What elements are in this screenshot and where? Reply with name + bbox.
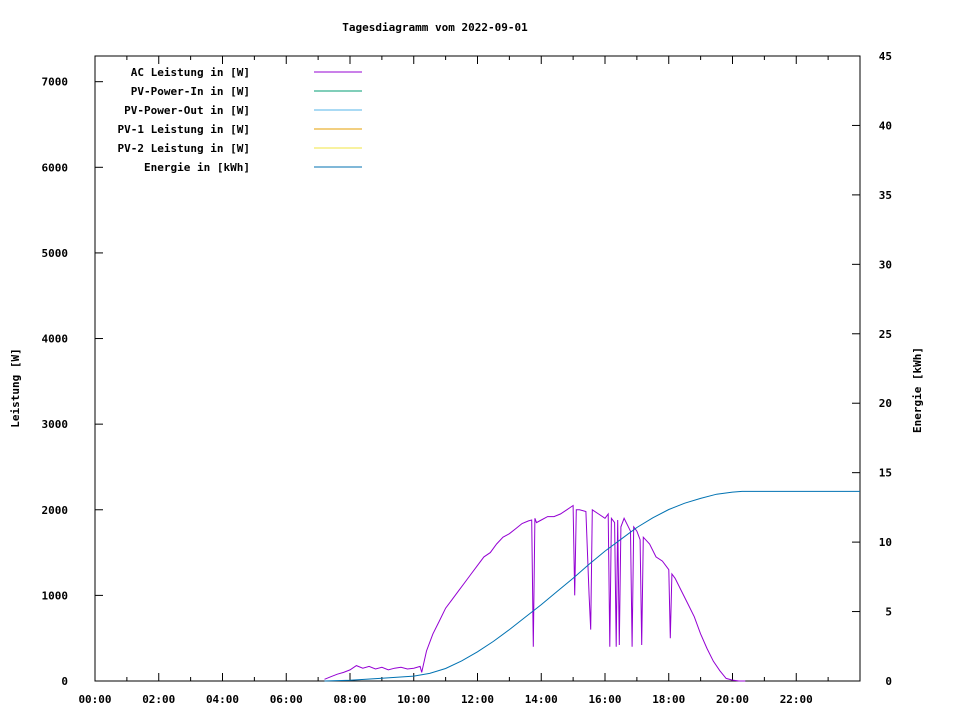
y2-tick-label: 5 xyxy=(885,606,892,619)
x-tick-label: 00:00 xyxy=(78,693,111,706)
legend-label: AC Leistung in [W] xyxy=(131,66,250,79)
y2-tick-label: 30 xyxy=(879,258,892,271)
legend: AC Leistung in [W] PV-Power-In in [W] PV-P… xyxy=(118,66,362,174)
legend-label: PV-2 Leistung in [W] xyxy=(118,142,250,155)
y-tick-label: 1000 xyxy=(42,589,69,602)
y-axis-right: 0 5 10 15 20 25 30 35 40 45 xyxy=(852,50,892,688)
x-tick-label: 04:00 xyxy=(206,693,239,706)
y2-tick-label: 25 xyxy=(879,328,892,341)
x-tick-label: 18:00 xyxy=(652,693,685,706)
legend-label: PV-Power-In in [W] xyxy=(131,85,250,98)
x-tick-label: 02:00 xyxy=(142,693,175,706)
y-tick-label: 7000 xyxy=(42,76,69,89)
y2-tick-label: 45 xyxy=(879,50,892,63)
chart-title: Tagesdiagramm vom 2022-09-01 xyxy=(342,21,528,34)
x-tick-label: 10:00 xyxy=(397,693,430,706)
legend-label: PV-Power-Out in [W] xyxy=(124,104,250,117)
x-tick-label: 20:00 xyxy=(716,693,749,706)
x-tick-label: 08:00 xyxy=(333,693,366,706)
series-line-1 xyxy=(324,504,746,682)
y-tick-label: 2000 xyxy=(42,504,69,517)
y2-tick-label: 40 xyxy=(879,119,892,132)
x-tick-label: 16:00 xyxy=(588,693,621,706)
y2-tick-label: 10 xyxy=(879,536,892,549)
y2-axis-label: Energie [kWh] xyxy=(911,347,924,433)
x-tick-label: 06:00 xyxy=(270,693,303,706)
y-tick-label: 0 xyxy=(61,675,68,688)
y-tick-label: 5000 xyxy=(42,247,69,260)
x-tick-label: 22:00 xyxy=(780,693,813,706)
x-axis: 00:00 02:00 04:00 06:00 08:00 10:00 12:00 14:00… xyxy=(78,56,829,706)
y2-tick-label: 20 xyxy=(879,397,892,410)
y2-tick-label: 0 xyxy=(885,675,892,688)
y-tick-label: 4000 xyxy=(42,333,69,346)
x-tick-label: 14:00 xyxy=(525,693,558,706)
y-tick-label: 6000 xyxy=(42,161,69,174)
y-axis-left: 0 1000 2000 3000 4000 5000 6000 7000 xyxy=(42,76,103,688)
x-tick-label: 12:00 xyxy=(461,693,494,706)
y-tick-label: 3000 xyxy=(42,418,69,431)
series-line-6 xyxy=(324,490,860,682)
y-axis-label: Leistung [W] xyxy=(9,348,22,427)
legend-label: PV-1 Leistung in [W] xyxy=(118,123,250,136)
y2-tick-label: 35 xyxy=(879,189,892,202)
y2-tick-label: 15 xyxy=(879,467,892,480)
legend-label: Energie in [kWh] xyxy=(144,161,250,174)
series-layer xyxy=(324,490,860,682)
